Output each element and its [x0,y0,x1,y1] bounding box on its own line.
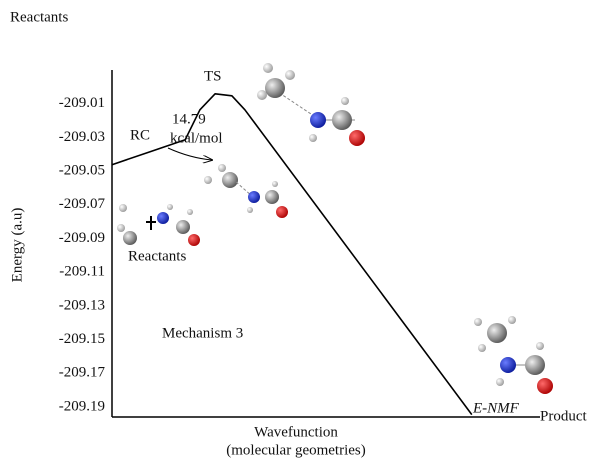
y-tick-label: -209.17 [59,365,106,381]
annotation: E-NMF [472,400,520,416]
y-tick-label: -209.03 [59,129,105,145]
annotation: Product [540,408,587,424]
y-tick-label: -209.05 [59,163,105,179]
y-tick-label: -209.15 [59,331,105,347]
annotation: Reactants [128,248,186,264]
annotation: Mechanism 3 [162,325,243,341]
molecule-product [474,316,553,394]
annotation: 14.79 [172,111,206,127]
y-tick-label: -209.09 [59,230,105,246]
y-tick-label: -209.07 [59,196,106,212]
y-tick-label: -209.01 [59,95,105,111]
title: Reactants [10,9,68,25]
annotation: TS [204,68,222,84]
molecule-ts [257,63,365,146]
y-tick-label: -209.19 [59,398,105,414]
annotation: RC [130,127,150,143]
arrow [167,147,212,160]
x-axis-label: Wavefunction [254,424,338,440]
y-tick-label: -209.11 [59,264,105,280]
energy-curve [111,93,473,416]
molecule-rc [204,164,288,218]
y-axis-label: Energy (a.u) [9,208,25,283]
x-axis-label: (molecular geometries) [226,442,366,458]
molecule-reactants [117,204,200,246]
annotation: kcal/mol [170,130,223,146]
y-tick-label: -209.13 [59,297,105,313]
